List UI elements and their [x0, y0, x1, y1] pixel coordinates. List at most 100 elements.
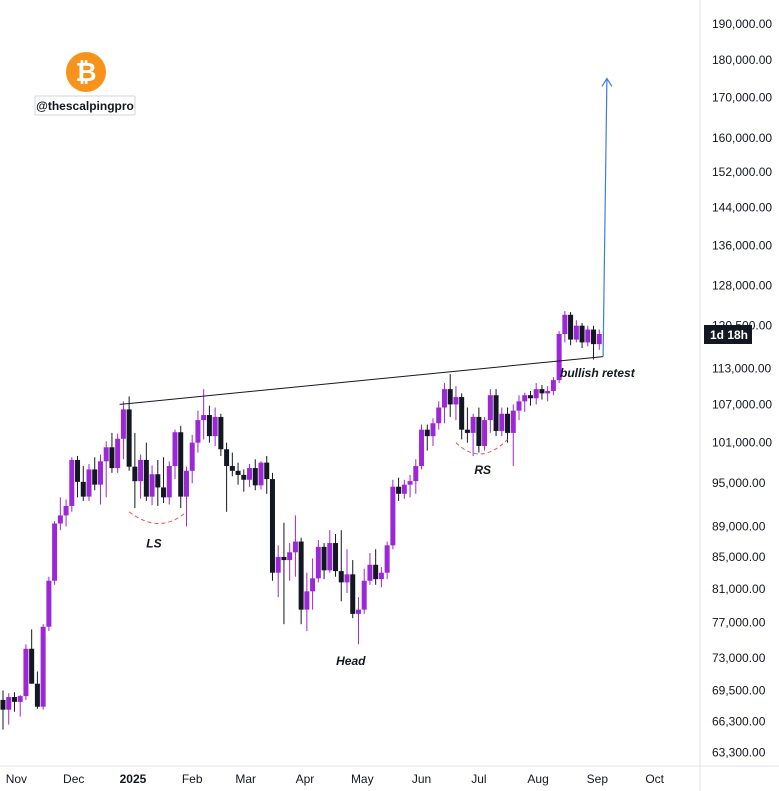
- time-tick-label: Mar: [235, 772, 256, 786]
- candle: [505, 407, 511, 443]
- time-tick-label: Nov: [6, 772, 27, 786]
- candle: [149, 465, 155, 506]
- price-tick-label: 81,000.00: [712, 582, 766, 596]
- price-axis[interactable]: 190,000.00 180,000.00 170,000.00 160,000.00…: [699, 0, 772, 791]
- candle: [189, 434, 195, 484]
- candle-body: [562, 314, 568, 334]
- time-tick-label: Apr: [296, 772, 315, 786]
- time-axis[interactable]: Nov Dec 2025 Feb Mar Apr May Jun Jul Aug Sep Oct: [0, 765, 779, 786]
- candle-body: [120, 409, 126, 439]
- candle: [269, 472, 275, 581]
- candle-body: [596, 333, 602, 345]
- price-tick-label: 190,000.00: [712, 17, 772, 31]
- candle-body: [298, 541, 304, 610]
- candle: [424, 424, 430, 451]
- candle: [258, 461, 264, 490]
- candle: [568, 312, 574, 346]
- candle-body: [0, 699, 6, 710]
- candle: [252, 459, 258, 491]
- candle: [292, 515, 298, 577]
- candle: [97, 454, 103, 505]
- candle-body: [69, 459, 75, 506]
- candle: [413, 459, 419, 494]
- candle-body: [201, 415, 207, 421]
- candle: [29, 629, 35, 684]
- candle: [178, 425, 184, 509]
- candle: [17, 695, 23, 717]
- time-tick-label: Sep: [587, 772, 609, 786]
- candle-body: [401, 484, 407, 494]
- candle: [487, 389, 493, 433]
- candle-body: [447, 389, 453, 405]
- candle: [453, 386, 459, 421]
- time-tick-label: May: [351, 772, 374, 786]
- candle: [92, 457, 98, 491]
- candle: [264, 455, 270, 494]
- candle: [46, 576, 52, 632]
- candle-body: [453, 397, 459, 405]
- candle-body: [333, 543, 339, 572]
- candle: [407, 474, 413, 498]
- candle: [355, 597, 361, 645]
- candle-body: [470, 416, 476, 433]
- candle-body: [132, 466, 138, 482]
- candle-body: [310, 578, 316, 592]
- countdown-badge: 1d 18h: [704, 325, 752, 344]
- candle: [224, 442, 230, 512]
- candle: [304, 572, 310, 632]
- candle: [367, 553, 373, 585]
- candle-body: [178, 432, 184, 497]
- candle: [396, 477, 402, 501]
- candle: [539, 384, 545, 400]
- price-tick-label: 63,300.00: [712, 745, 766, 759]
- candle-body: [11, 697, 17, 702]
- candle-body: [172, 432, 178, 467]
- candle-body: [550, 380, 556, 391]
- candle: [212, 407, 218, 446]
- candle: [247, 463, 253, 487]
- candle: [143, 442, 149, 501]
- price-tick-label: 107,000.00: [712, 397, 772, 411]
- candle-body: [241, 474, 247, 480]
- time-tick-label: 2025: [120, 772, 147, 786]
- time-tick-label: Oct: [645, 772, 664, 786]
- candle-body: [23, 648, 29, 697]
- price-tick-label: 66,300.00: [712, 715, 766, 729]
- candle: [321, 543, 327, 580]
- candle: [333, 533, 339, 577]
- candle: [40, 624, 46, 710]
- countdown-badge-text: 1d 18h: [710, 328, 748, 342]
- candle-body: [384, 545, 390, 573]
- candle: [464, 407, 470, 443]
- candle-body: [143, 459, 149, 497]
- candle: [419, 424, 425, 470]
- candle: [11, 692, 17, 712]
- handle-text: @thescalpingpro: [36, 99, 134, 113]
- candle-body: [166, 466, 172, 498]
- candle-body: [292, 541, 298, 553]
- candle: [585, 325, 591, 347]
- candle-body: [545, 390, 551, 394]
- candle: [470, 413, 476, 456]
- candle-body: [522, 395, 528, 402]
- time-tick-label: Jun: [412, 772, 431, 786]
- candle-body: [269, 479, 275, 573]
- candle-body: [149, 474, 155, 497]
- price-tick-label: 95,000.00: [712, 476, 766, 490]
- candle: [533, 383, 539, 405]
- annotation-label: bullish retest: [560, 366, 636, 380]
- price-tick-label: 136,000.00: [712, 239, 772, 253]
- candle: [315, 540, 321, 583]
- candle: [281, 522, 287, 625]
- candle-body: [206, 415, 212, 437]
- candle-body: [568, 314, 574, 340]
- candle: [499, 407, 505, 437]
- candle: [201, 389, 207, 440]
- candle: [6, 693, 12, 725]
- candle: [579, 322, 585, 349]
- candle-body: [103, 447, 109, 462]
- candle-body: [361, 580, 367, 610]
- candle: [241, 469, 247, 492]
- candle-body: [350, 574, 356, 614]
